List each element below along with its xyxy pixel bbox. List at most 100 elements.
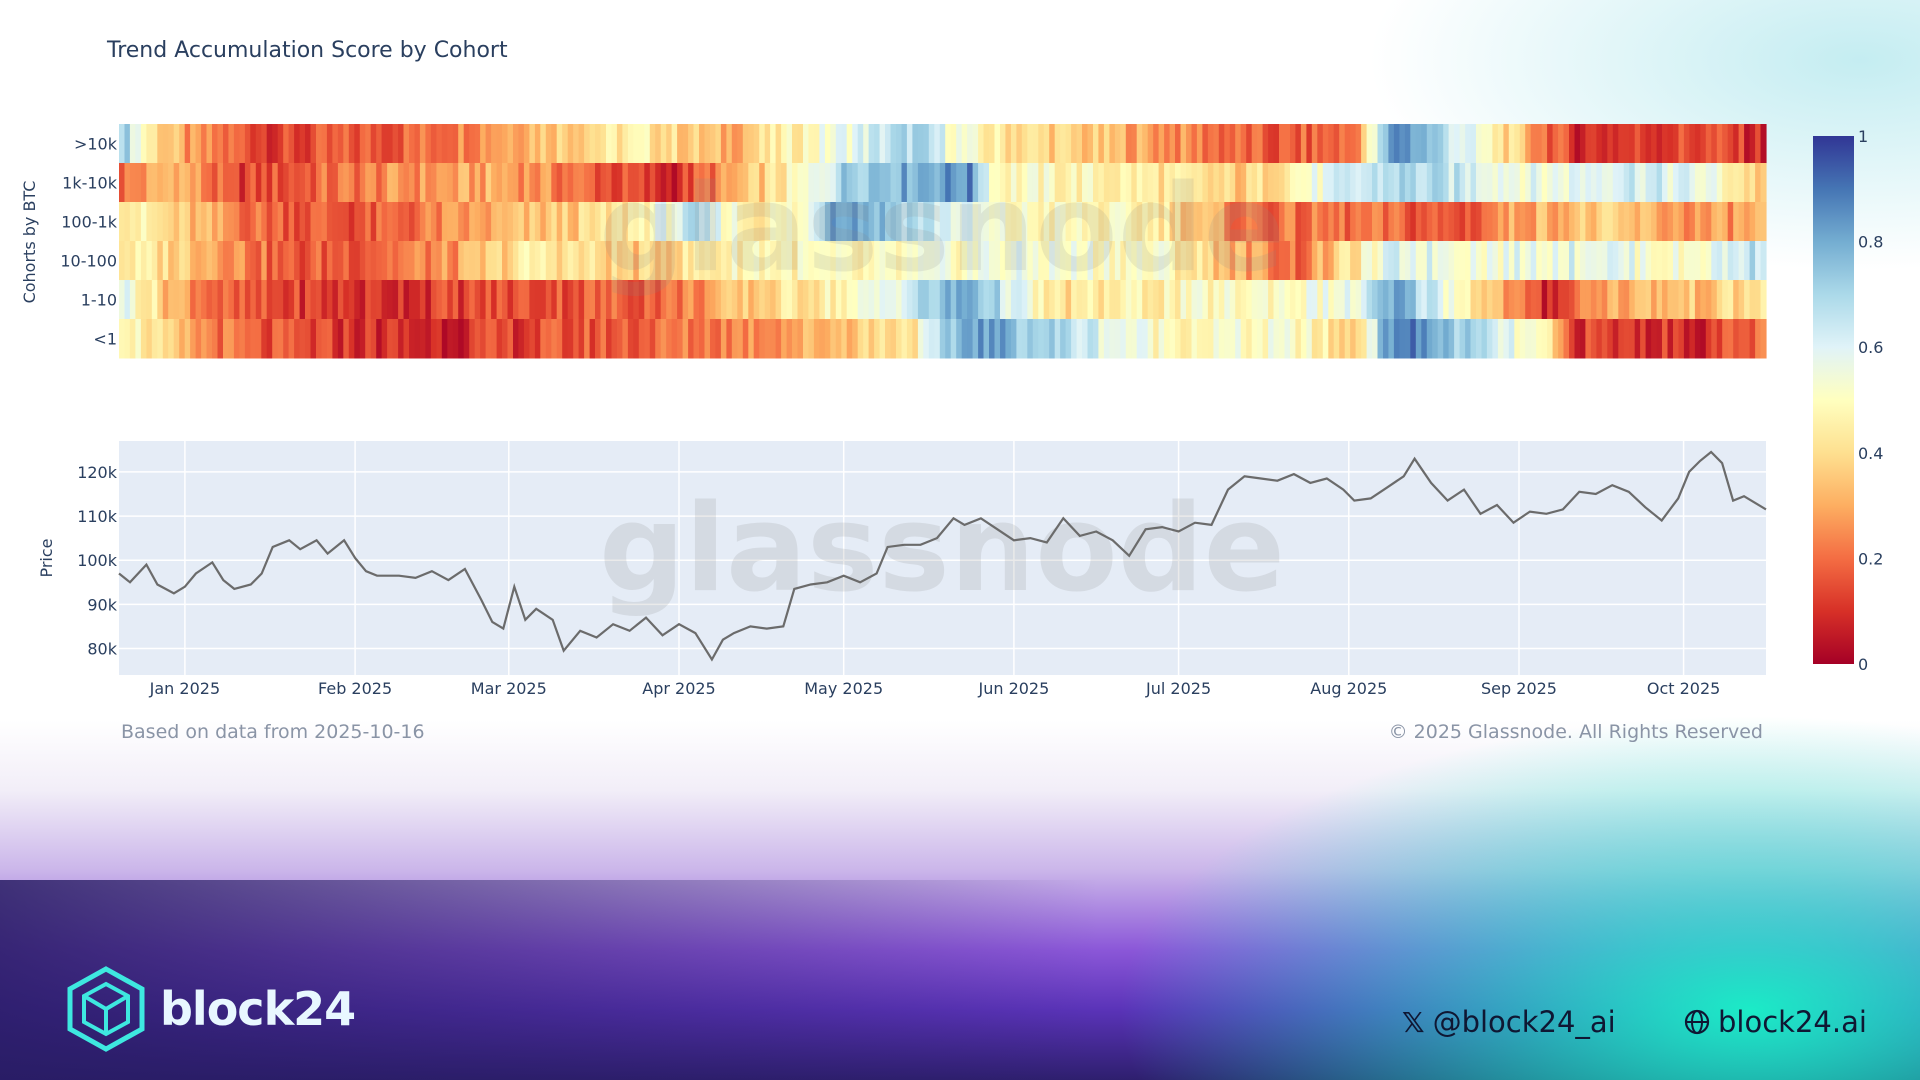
heatmap-cell <box>414 202 421 242</box>
heatmap-cell <box>1612 202 1619 242</box>
heatmap-cell <box>1393 319 1400 359</box>
heatmap-cell <box>1169 124 1176 164</box>
heatmap-cell <box>436 163 443 203</box>
heatmap-cell <box>715 202 722 242</box>
heatmap-cell <box>1290 202 1297 242</box>
heatmap-cell <box>1508 202 1515 242</box>
heatmap-cell <box>1339 319 1346 359</box>
heatmap-cell <box>1705 202 1712 242</box>
heatmap-cell <box>212 280 219 320</box>
heatmap-cell <box>1634 124 1641 164</box>
heatmap-cell <box>469 124 476 164</box>
heatmap-cell <box>474 202 481 242</box>
heatmap-cell <box>135 202 142 242</box>
heatmap-cell <box>1350 124 1357 164</box>
heatmap-cell <box>682 280 689 320</box>
heatmap-cell <box>906 124 913 164</box>
heatmap-cell <box>534 280 541 320</box>
heatmap-cell <box>633 202 640 242</box>
heatmap-cell <box>1021 124 1028 164</box>
heatmap-cell <box>551 319 558 359</box>
heatmap-cell <box>978 319 985 359</box>
heatmap-cell <box>458 163 465 203</box>
heatmap-cell <box>1372 202 1379 242</box>
heatmap-row-label: 1k-10k <box>62 174 118 193</box>
heatmap-cell <box>1607 241 1614 281</box>
heatmap-cell <box>425 280 432 320</box>
heatmap-cell <box>1016 202 1023 242</box>
heatmap-cell <box>622 124 629 164</box>
heatmap-cell <box>1590 280 1597 320</box>
heatmap-cell <box>168 202 175 242</box>
heatmap-cell <box>392 202 399 242</box>
heatmap-cell <box>939 124 946 164</box>
heatmap-cell <box>419 241 426 281</box>
heatmap-cell <box>1049 280 1056 320</box>
heatmap-cell <box>124 280 131 320</box>
heatmap-cell <box>1098 202 1105 242</box>
heatmap-cell <box>233 202 240 242</box>
heatmap-cell <box>1410 241 1417 281</box>
heatmap-cell <box>518 319 525 359</box>
heatmap-cell <box>1235 124 1242 164</box>
heatmap-cell <box>1404 124 1411 164</box>
heatmap-cell <box>1027 319 1034 359</box>
heatmap-cell <box>1246 202 1253 242</box>
heatmap-cell <box>627 319 634 359</box>
heatmap-cell <box>135 124 142 164</box>
heatmap-cell <box>1558 319 1565 359</box>
heatmap-cell <box>1383 241 1390 281</box>
heatmap-cell <box>1678 319 1685 359</box>
social-x-link[interactable]: 𝕏 @block24_ai <box>1402 1005 1616 1039</box>
heatmap-cell <box>1103 319 1110 359</box>
heatmap-cell <box>863 124 870 164</box>
heatmap-cell <box>879 163 886 203</box>
heatmap-cell <box>201 319 208 359</box>
heatmap-cell <box>1470 280 1477 320</box>
heatmap-cell <box>1744 241 1751 281</box>
heatmap-cell <box>326 319 333 359</box>
heatmap-cell <box>469 319 476 359</box>
heatmap-cell <box>1393 241 1400 281</box>
price-y-axis-label: Price <box>37 538 56 577</box>
heatmap-cell <box>600 202 607 242</box>
heatmap-cell <box>830 280 837 320</box>
social-website-link[interactable]: block24.ai <box>1684 1005 1867 1039</box>
price-x-tick-label: Mar 2025 <box>471 679 547 698</box>
heatmap-cell <box>906 163 913 203</box>
heatmap-cell <box>1656 163 1663 203</box>
heatmap-cell <box>1476 241 1483 281</box>
heatmap-cell <box>266 202 273 242</box>
heatmap-cell <box>923 241 930 281</box>
heatmap-cell <box>255 124 262 164</box>
heatmap-cell <box>1580 163 1587 203</box>
heatmap-cell <box>206 280 213 320</box>
heatmap-cell <box>1109 202 1116 242</box>
heatmap-cell <box>1486 319 1493 359</box>
heatmap-cell <box>321 319 328 359</box>
heatmap-cell <box>354 280 361 320</box>
heatmap-cell <box>841 319 848 359</box>
heatmap-cell <box>945 202 952 242</box>
heatmap-cell <box>1180 319 1187 359</box>
heatmap-cell <box>1158 202 1165 242</box>
heatmap-cell <box>359 319 366 359</box>
heatmap-cell <box>1131 280 1138 320</box>
heatmap-cell <box>545 241 552 281</box>
heatmap-cell <box>863 280 870 320</box>
heatmap-cell <box>688 163 695 203</box>
heatmap-cell <box>1722 280 1729 320</box>
heatmap-cell <box>1142 280 1149 320</box>
heatmap-cell <box>1454 280 1461 320</box>
heatmap-cell <box>726 163 733 203</box>
heatmap-cell <box>956 280 963 320</box>
heatmap-cell <box>1175 202 1182 242</box>
heatmap-cell <box>1328 163 1335 203</box>
heatmap-cell <box>1180 280 1187 320</box>
heatmap-cell <box>272 280 279 320</box>
heatmap-cell <box>671 163 678 203</box>
heatmap-cell <box>1689 319 1696 359</box>
heatmap-cell <box>1470 124 1477 164</box>
heatmap-cell <box>731 124 738 164</box>
heatmap-cell <box>1503 241 1510 281</box>
